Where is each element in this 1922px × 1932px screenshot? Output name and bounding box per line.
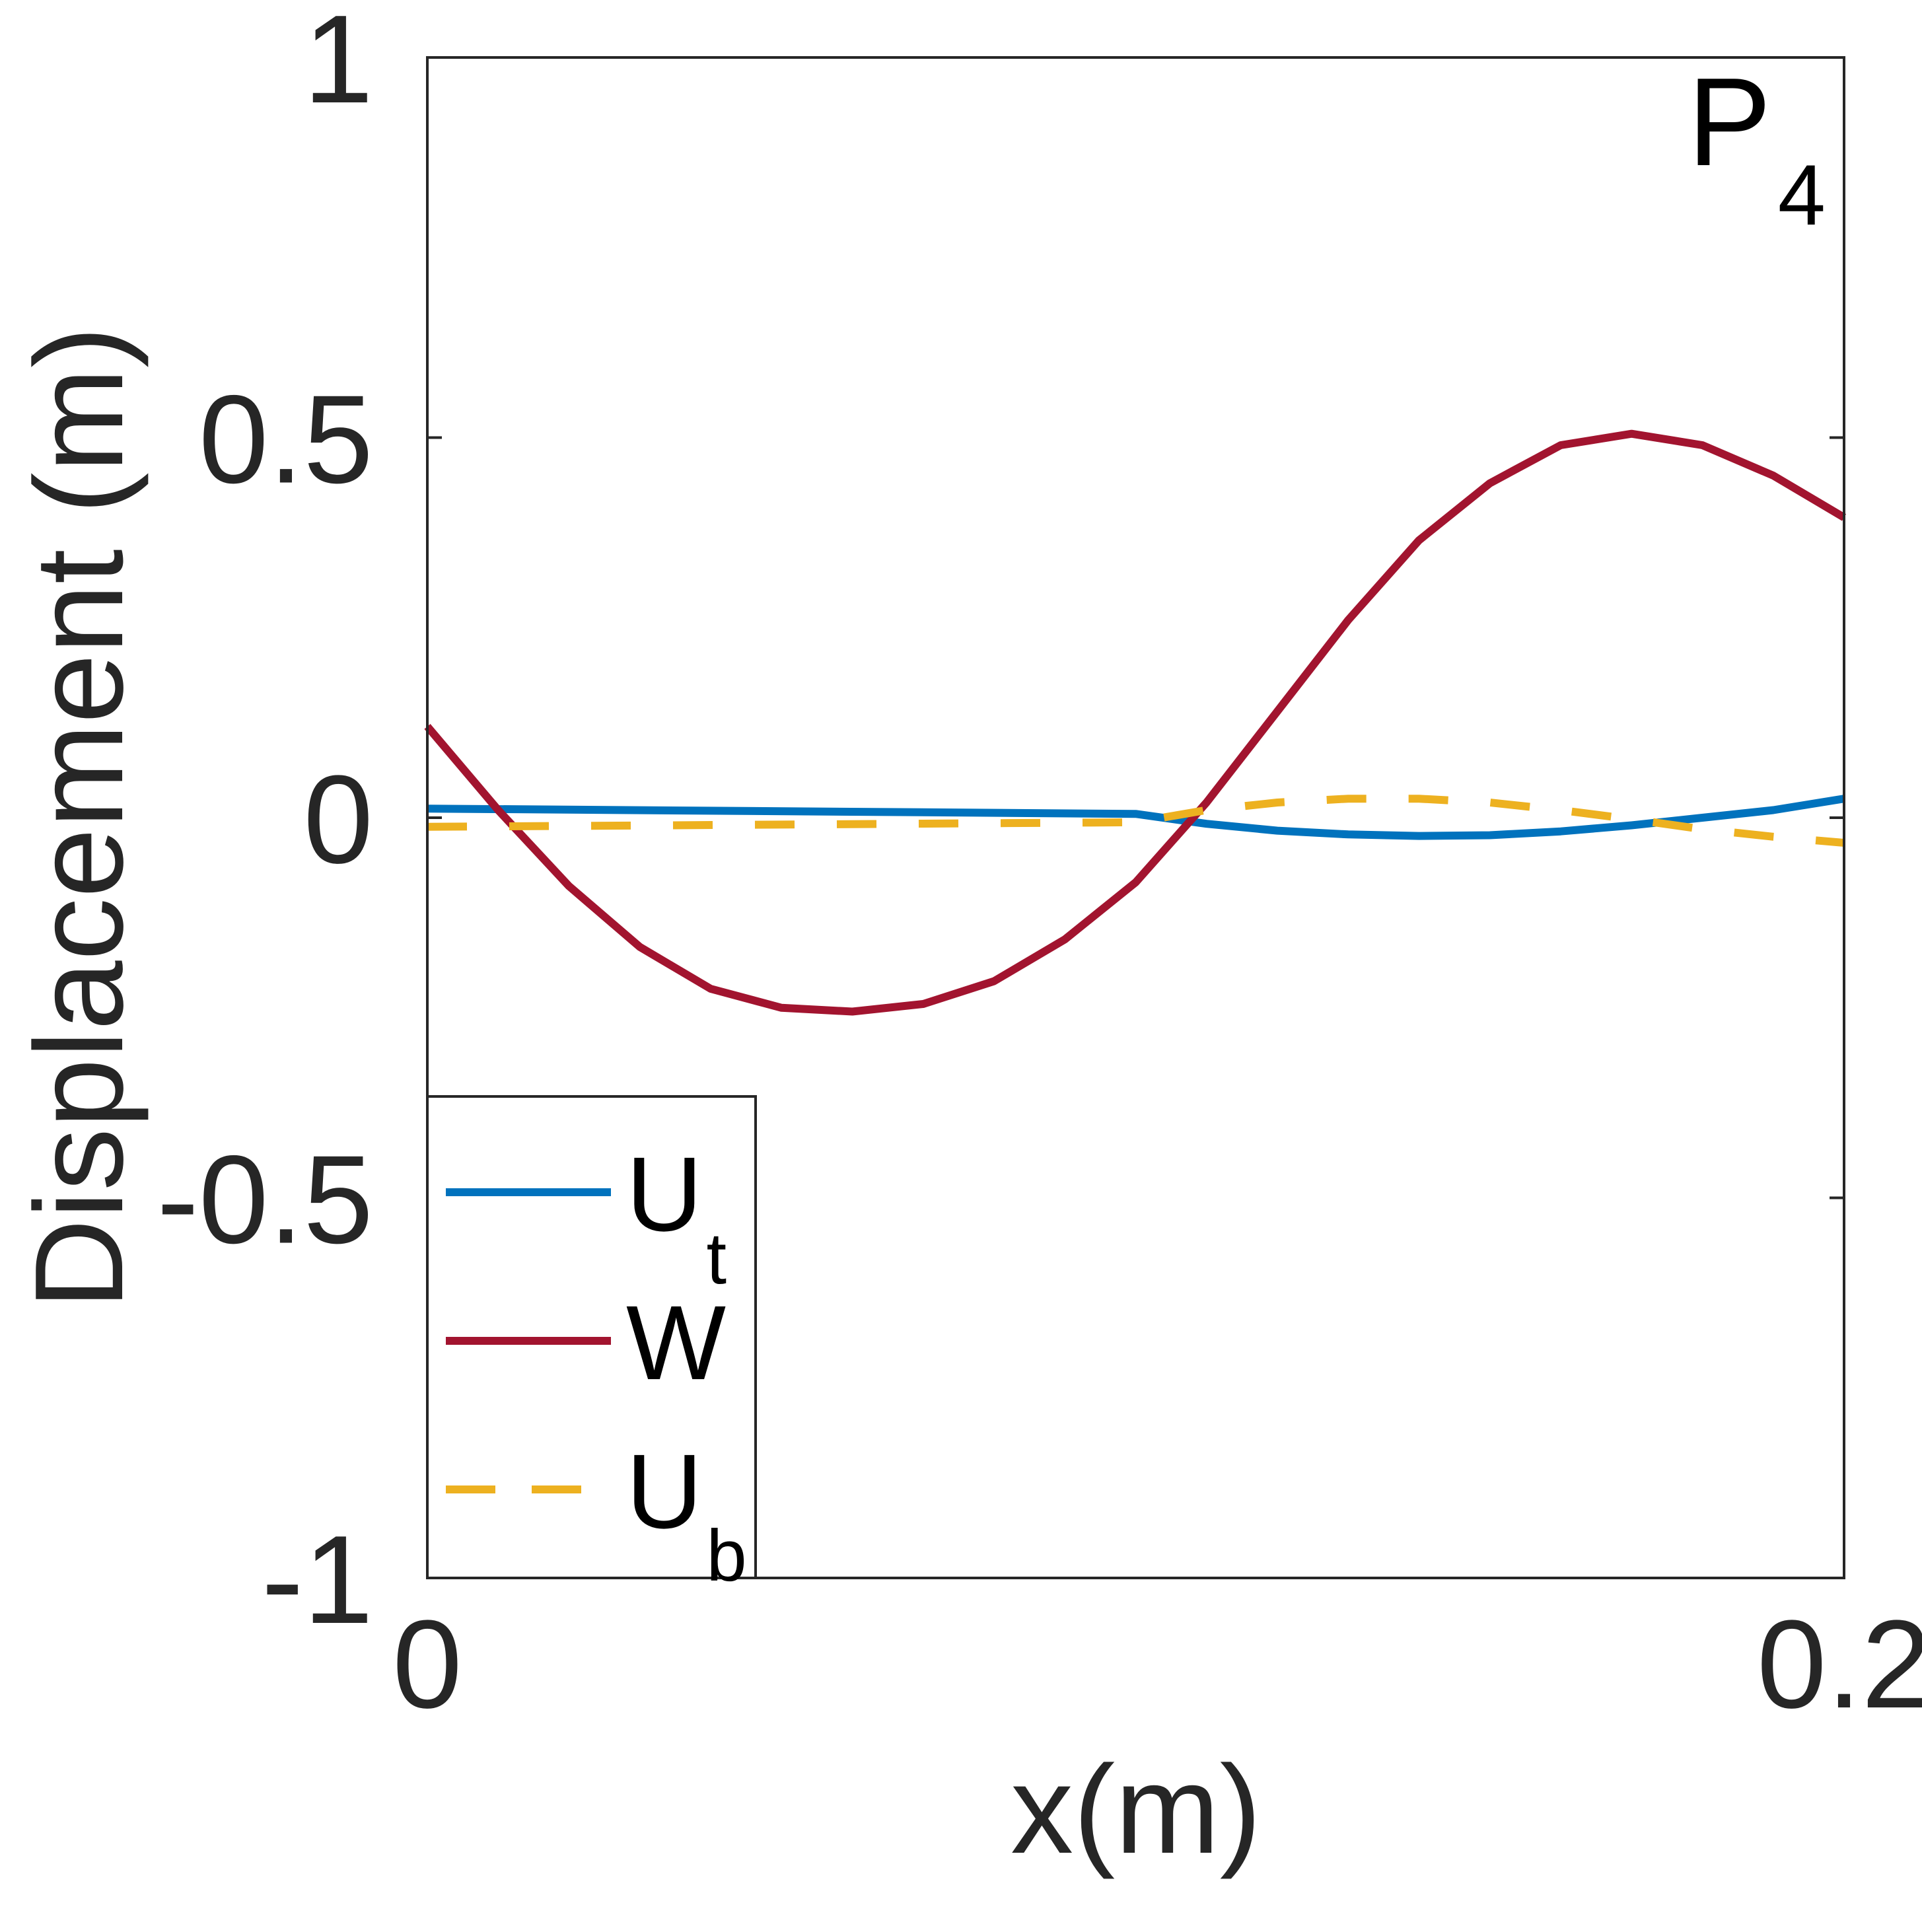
plot-annotation: P4 bbox=[1688, 52, 1826, 243]
legend-label-main: U bbox=[626, 1432, 703, 1550]
legend-label-main: W bbox=[626, 1283, 726, 1402]
tick-labels: 10.50-0.5-10 0.2 bbox=[157, 0, 1922, 1735]
y-tick-label: -0.5 bbox=[157, 1130, 373, 1270]
legend-label: Ub bbox=[626, 1432, 747, 1596]
annotation-main: P bbox=[1688, 52, 1771, 192]
legend-label: Ut bbox=[626, 1135, 727, 1299]
series-line-ub bbox=[427, 795, 1845, 847]
series-line-w bbox=[424, 429, 1847, 1016]
plot-frame bbox=[426, 56, 1845, 1579]
y-tick-label: 0 bbox=[303, 750, 373, 890]
legend-label-subscript: t bbox=[707, 1218, 727, 1299]
y-tick-label: -1 bbox=[262, 1510, 373, 1650]
x-tick-label: 0.2 bbox=[1757, 1594, 1922, 1735]
x-axis-label: x(m) bbox=[1011, 1740, 1262, 1880]
y-axis-label: Displacement (m) bbox=[9, 326, 149, 1310]
y-tick-label: 0.5 bbox=[199, 370, 373, 510]
legend-label-main: U bbox=[626, 1135, 703, 1253]
series-line-ut bbox=[427, 795, 1845, 840]
legend-label: W bbox=[626, 1283, 726, 1402]
legend-label-subscript: b bbox=[707, 1515, 747, 1596]
x-tick-label: 0 bbox=[392, 1594, 462, 1735]
annotation-subscript: 4 bbox=[1778, 147, 1826, 243]
y-tick-label: 1 bbox=[303, 0, 373, 129]
series-layer bbox=[424, 429, 1847, 1016]
